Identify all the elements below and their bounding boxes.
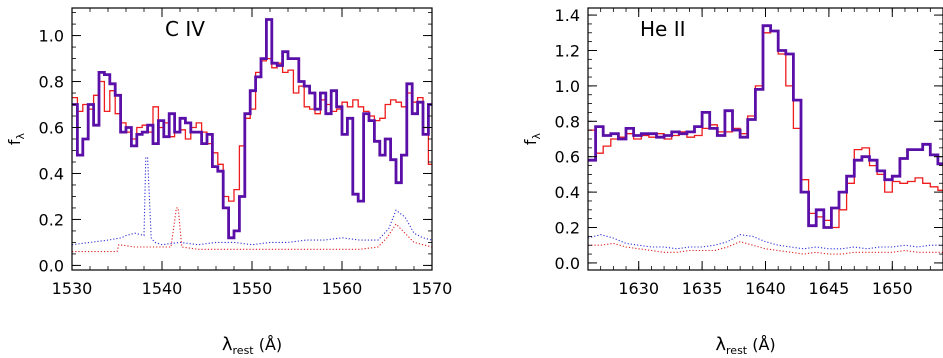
y-tick-label: 0.2 [39,210,64,229]
series-line-4-dotted [72,207,432,253]
plot-frame [71,7,433,271]
x-tick-label: 1570 [412,279,453,298]
x-tick-label: 1640 [745,279,786,298]
y-tick-label: 1.0 [555,77,580,96]
y-tick-label: 0.6 [39,119,64,138]
series-line-3-dotted [72,156,432,246]
y-tick-label: 0.6 [555,148,580,167]
x-tick-label: 1540 [142,279,183,298]
y-tick-label: 0.2 [555,219,580,238]
series-group [72,18,432,253]
y-tick-label: 0.0 [39,256,64,275]
y-tick-label: 0.8 [555,112,580,131]
x-tick-label: 1560 [322,279,363,298]
x-tick-label: 1550 [232,279,273,298]
x-tick-label: 1645 [809,279,850,298]
x-axis-title: λrest (Å) [222,334,282,357]
x-tick-label: 1530 [52,279,93,298]
panel-2: 1630 1635 1640 1645 1650 0.0 0.2 0.4 0.6 0.8 1.0 1.… [521,6,943,357]
y-tick-label: 0.0 [555,254,580,273]
panel-title: He II [640,17,686,41]
y-tick-label: 0.8 [39,73,64,92]
y-tick-label: 1.2 [555,41,580,60]
y-tick-label: 1.4 [555,6,580,25]
series-line-2-thin-step [588,30,943,229]
y-tick-label: 0.4 [39,164,64,183]
x-axis-title: λrest (Å) [715,334,775,357]
y-tick-label: 0.4 [555,183,580,202]
panel-title: C IV [165,17,205,41]
x-tick-label: 1630 [618,279,659,298]
series-line-1-thick-step [588,24,943,229]
panel-1: 1530 1540 1550 1560 1570 0.0 0.2 0.4 0.6 0.8 1.0 C … [5,7,453,357]
series-line-1-thick-step [72,18,432,240]
x-tick-label: 1635 [682,279,723,298]
x-tick-label: 1650 [872,279,913,298]
y-tick-label: 1.0 [39,27,64,46]
y-axis-title: fλ [521,132,543,145]
series-line-3-dotted [588,234,943,250]
series-group [588,24,943,255]
y-axis-title: fλ [5,132,27,145]
series-line-4-dotted [588,241,943,255]
